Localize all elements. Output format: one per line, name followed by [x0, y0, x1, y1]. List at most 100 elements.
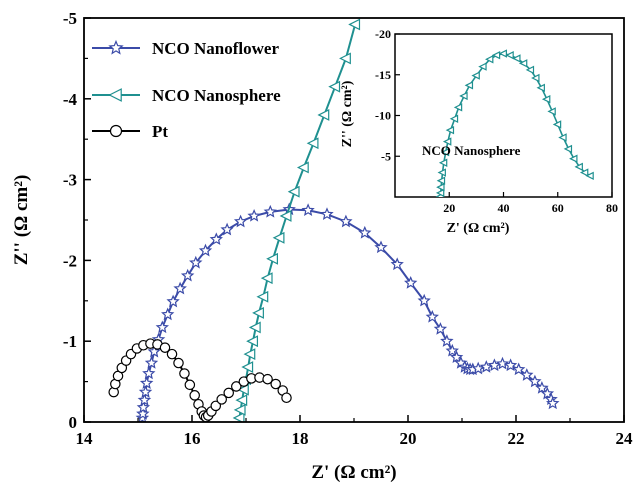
- series-0-point-28: [390, 257, 404, 271]
- series-0-point-23: [301, 203, 315, 217]
- series-2-point-23: [216, 394, 227, 405]
- series-1-point-12: [266, 252, 278, 265]
- inset-x-tick-label-1: 40: [498, 201, 510, 215]
- series-2-point-25: [231, 381, 242, 392]
- inset-series-0-point-23: [536, 83, 545, 93]
- series-0-point-43: [487, 358, 502, 372]
- series-0-point-29: [404, 275, 418, 289]
- series-0-point-21: [263, 204, 277, 218]
- x-tick-label-2: 18: [292, 429, 309, 448]
- legend-label-0: NCO Nanoflower: [152, 39, 279, 58]
- series-0-point-12: [166, 294, 180, 308]
- inset-series-0-point-6: [440, 147, 450, 157]
- series-2-point-29: [262, 373, 273, 385]
- inset-series-0-point-27: [558, 133, 567, 142]
- series-0-point-18: [220, 222, 234, 236]
- series-0-point-15: [189, 255, 203, 269]
- x-tick-label-4: 22: [508, 429, 525, 448]
- inset-annotation: NCO Nanosphere: [422, 143, 521, 158]
- series-1-point-18: [317, 109, 330, 121]
- series-1-point-14: [279, 210, 292, 222]
- legend: NCO Nanoflower NCO Nanosphere Pt: [92, 39, 281, 141]
- inset-series-0-point-26: [552, 120, 562, 129]
- inset-series-0-point-4: [437, 168, 446, 177]
- inset-series-0-point-13: [471, 71, 480, 80]
- inset-frame: [394, 33, 613, 198]
- series-2-point-24: [223, 387, 234, 399]
- inset-series-0-point-24: [541, 94, 551, 104]
- inset-series-0-point-19: [512, 54, 521, 63]
- series-2-point-30: [270, 378, 281, 390]
- series-0-point-2: [136, 400, 151, 414]
- x-axis-title: Z' (Ω cm²): [311, 462, 396, 483]
- inset-series-0-point-10: [453, 103, 463, 112]
- series-0-point-27: [374, 240, 388, 254]
- series-2-point-11: [166, 348, 178, 360]
- series-1-point-3: [236, 383, 249, 396]
- series-0-point-13: [173, 281, 187, 295]
- series-1-point-15: [287, 185, 300, 198]
- series-0-point-31: [425, 309, 439, 323]
- series-2-point-15: [189, 390, 200, 401]
- series-2-point-12: [173, 357, 184, 369]
- series-0-point-19: [233, 214, 248, 228]
- inset-series-0-point-3: [436, 176, 446, 185]
- series-1-point-21: [348, 18, 361, 31]
- inset-y-tick-label-3: -20: [375, 27, 391, 41]
- x-tick-label-3: 20: [400, 429, 417, 448]
- legend-marker-0: [108, 39, 124, 55]
- inset-series-0-point-22: [531, 73, 540, 83]
- series-0-point-44: [495, 356, 510, 370]
- inset-series-0-point-30: [574, 162, 583, 172]
- series-0-point-52: [546, 396, 560, 410]
- series-0-point-11: [161, 307, 175, 321]
- inset-series-0-point-7: [442, 137, 452, 146]
- inset-series-0-point-5: [438, 158, 448, 167]
- x-tick-label-5: 24: [616, 429, 633, 448]
- series-0-point-3: [137, 393, 152, 406]
- series-0-point-16: [198, 243, 213, 257]
- inset-x-tick-label-2: 60: [552, 201, 564, 215]
- series-1-point-2: [235, 394, 248, 407]
- series-2-point-10: [159, 342, 171, 353]
- series-0-point-17: [209, 232, 223, 246]
- y-tick-label-4: -4: [63, 90, 78, 109]
- series-0-point-30: [417, 293, 431, 307]
- y-tick-label-0: 0: [69, 413, 78, 432]
- series-0-point-34: [445, 343, 459, 357]
- series-1-point-0: [232, 412, 245, 422]
- series-0-point-6: [142, 366, 156, 380]
- series-2-point-32: [281, 392, 292, 404]
- inset-x-tick-label-3: 80: [606, 201, 618, 215]
- inset-y-tick-label-0: -5: [381, 149, 391, 163]
- inset-x-tick-label-0: 20: [443, 201, 455, 215]
- inset-series-0-point-8: [445, 125, 455, 135]
- series-0-point-14: [180, 268, 195, 282]
- legend-marker-1: [108, 88, 122, 102]
- series-0-point-26: [358, 225, 372, 239]
- inset-series-0-point-28: [563, 144, 573, 154]
- inset-series-0-point-2: [436, 183, 445, 192]
- y-axis-title: Z'' (Ω cm²): [11, 175, 32, 266]
- series-1-point-9: [252, 306, 264, 319]
- series-0-point-33: [440, 334, 454, 347]
- series-0-point-47: [520, 368, 534, 381]
- inset-series-0-point-12: [464, 81, 474, 90]
- series-1-point-8: [248, 321, 261, 334]
- legend-marker-2: [109, 124, 123, 138]
- inset-series-0-point-17: [498, 49, 507, 58]
- series-0-point-48: [528, 374, 542, 388]
- inset-series-0-point-16: [491, 50, 501, 60]
- inset-y-axis-title: Z'' (Ω cm²): [340, 80, 355, 147]
- series-0-point-8: [147, 344, 161, 358]
- series-1-point-6: [243, 348, 256, 361]
- inset-series-0-point-14: [478, 62, 487, 71]
- series-0-point-24: [320, 207, 334, 221]
- series-1-point-11: [260, 272, 273, 285]
- series-1-point-5: [241, 361, 254, 373]
- x-tick-label-0: 14: [76, 429, 94, 448]
- series-0-point-46: [512, 362, 526, 376]
- y-tick-label-1: -1: [63, 332, 77, 351]
- inset-series-0-point-31: [579, 168, 589, 177]
- series-1-point-13: [272, 231, 285, 244]
